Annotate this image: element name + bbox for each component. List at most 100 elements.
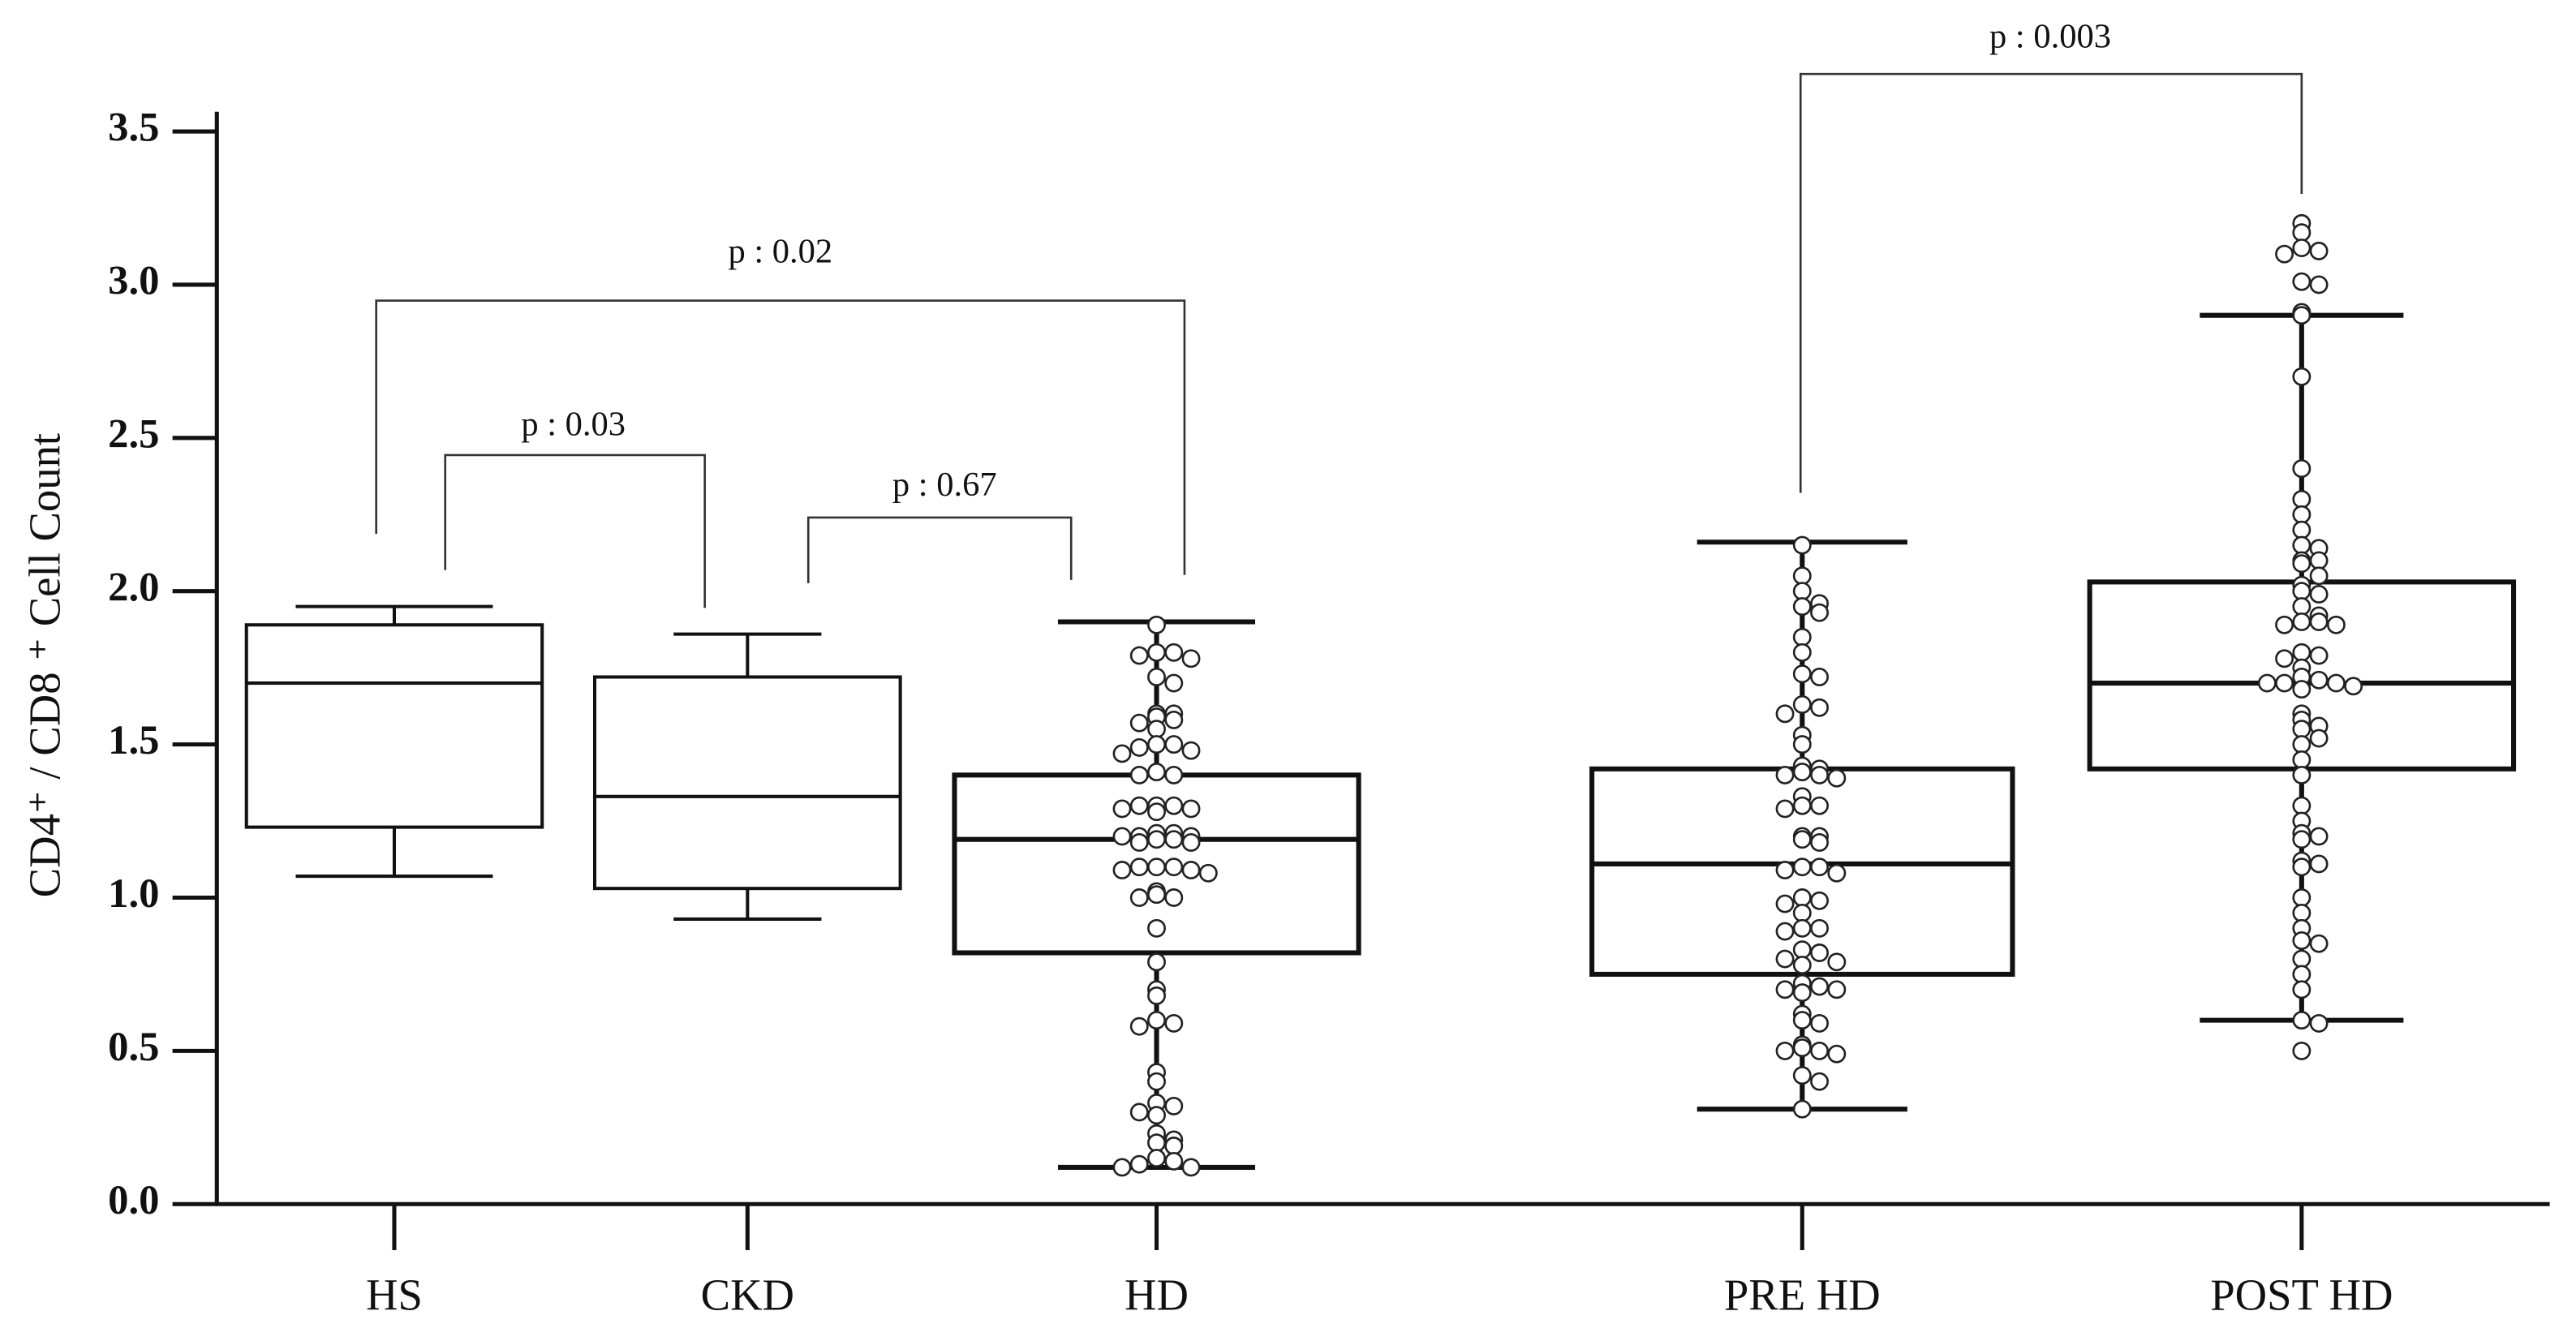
data-point <box>1164 1013 1184 1033</box>
data-point <box>2326 615 2346 634</box>
data-point <box>2292 597 2312 617</box>
data-point <box>2292 965 2312 984</box>
data-point <box>1810 1041 1829 1060</box>
data-point <box>1810 977 1829 996</box>
y-tick-label: 0.5 <box>108 1024 159 1069</box>
data-point <box>1129 857 1149 877</box>
data-point <box>1198 863 1218 883</box>
data-point <box>1792 1066 1812 1085</box>
data-point <box>1181 649 1201 668</box>
data-point <box>1827 768 1847 788</box>
significance-bracket <box>806 516 1073 583</box>
data-point <box>1792 918 1812 938</box>
data-point <box>2292 643 2312 662</box>
data-point <box>1810 668 1829 686</box>
data-point <box>2292 520 2312 539</box>
data-point <box>1147 1149 1166 1168</box>
data-point <box>1129 713 1149 733</box>
data-point <box>2292 903 2312 922</box>
data-point <box>2292 459 2312 479</box>
data-point <box>1792 956 1812 975</box>
data-point <box>1147 1106 1166 1125</box>
data-point <box>1147 1133 1166 1153</box>
data-point <box>1810 918 1829 938</box>
data-point <box>2292 223 2312 243</box>
data-point <box>2292 306 2312 325</box>
data-point <box>1129 1016 1149 1036</box>
data-point <box>1792 763 1812 782</box>
data-point <box>1112 799 1132 819</box>
data-point <box>1164 710 1184 729</box>
data-point <box>2292 765 2312 784</box>
x-tick-label: HS <box>366 1270 423 1319</box>
data-point <box>2292 612 2312 631</box>
data-point <box>1792 566 1812 586</box>
data-point <box>2275 649 2294 668</box>
data-point <box>2309 566 2329 586</box>
data-point <box>1147 763 1166 782</box>
data-point <box>1112 861 1132 879</box>
data-point <box>2309 729 2329 748</box>
data-point <box>2309 612 2329 631</box>
data-point <box>1792 597 1812 617</box>
data-point <box>1147 952 1166 972</box>
data-point <box>1792 664 1812 684</box>
data-point <box>2309 585 2329 604</box>
data-point <box>1827 863 1847 883</box>
x-tick-label: POST HD <box>2210 1270 2393 1319</box>
data-point <box>2344 677 2363 696</box>
data-point <box>2292 582 2312 601</box>
data-point <box>1147 830 1166 849</box>
data-point <box>1810 603 1829 622</box>
data-point <box>1792 535 1812 555</box>
p-value-label: p : 0.03 <box>521 405 626 443</box>
data-point <box>1129 796 1149 815</box>
data-point <box>2275 615 2294 634</box>
data-point <box>1164 857 1184 877</box>
p-value-label: p : 0.67 <box>892 466 997 504</box>
data-point <box>2309 670 2329 690</box>
data-point <box>1147 720 1166 739</box>
data-point <box>1129 646 1149 665</box>
data-point <box>1112 827 1132 846</box>
data-point <box>1181 1158 1201 1177</box>
data-point <box>1164 1151 1184 1171</box>
data-point <box>1164 888 1184 907</box>
box <box>244 623 544 829</box>
data-point <box>1164 765 1184 784</box>
data-point <box>1810 765 1829 784</box>
data-point <box>1792 857 1812 877</box>
data-point <box>1792 627 1812 647</box>
data-point <box>2292 1041 2312 1060</box>
significance-bracket <box>1799 72 2303 493</box>
data-point <box>2292 720 2312 739</box>
y-tick-label: 1.0 <box>108 870 159 916</box>
y-tick-label: 1.5 <box>108 717 159 763</box>
y-tick-label: 3.5 <box>108 105 159 150</box>
data-point <box>1147 668 1166 686</box>
data-point <box>1181 861 1201 879</box>
data-point <box>1164 735 1184 754</box>
data-point <box>2309 646 2329 665</box>
data-point <box>1810 857 1829 877</box>
data-point <box>1129 833 1149 852</box>
data-point <box>1810 891 1829 910</box>
data-point <box>1792 983 1812 1003</box>
data-point <box>1775 949 1795 969</box>
data-point <box>1827 980 1847 999</box>
data-point <box>1792 903 1812 922</box>
data-point <box>1147 918 1166 938</box>
data-point <box>1827 1044 1847 1064</box>
data-point <box>2292 857 2312 877</box>
data-point <box>1810 796 1829 815</box>
data-point <box>1810 1013 1829 1033</box>
data-point <box>1792 1011 1812 1030</box>
y-axis-label: CD4⁺ / CD8 ⁺ Cell Count <box>19 433 69 897</box>
data-point <box>1164 830 1184 849</box>
data-point <box>1775 704 1795 724</box>
data-point <box>2309 241 2329 260</box>
y-tick-label: 2.0 <box>108 564 159 609</box>
data-point <box>1164 1137 1184 1155</box>
data-point <box>1129 765 1149 784</box>
data-point <box>1775 799 1795 819</box>
